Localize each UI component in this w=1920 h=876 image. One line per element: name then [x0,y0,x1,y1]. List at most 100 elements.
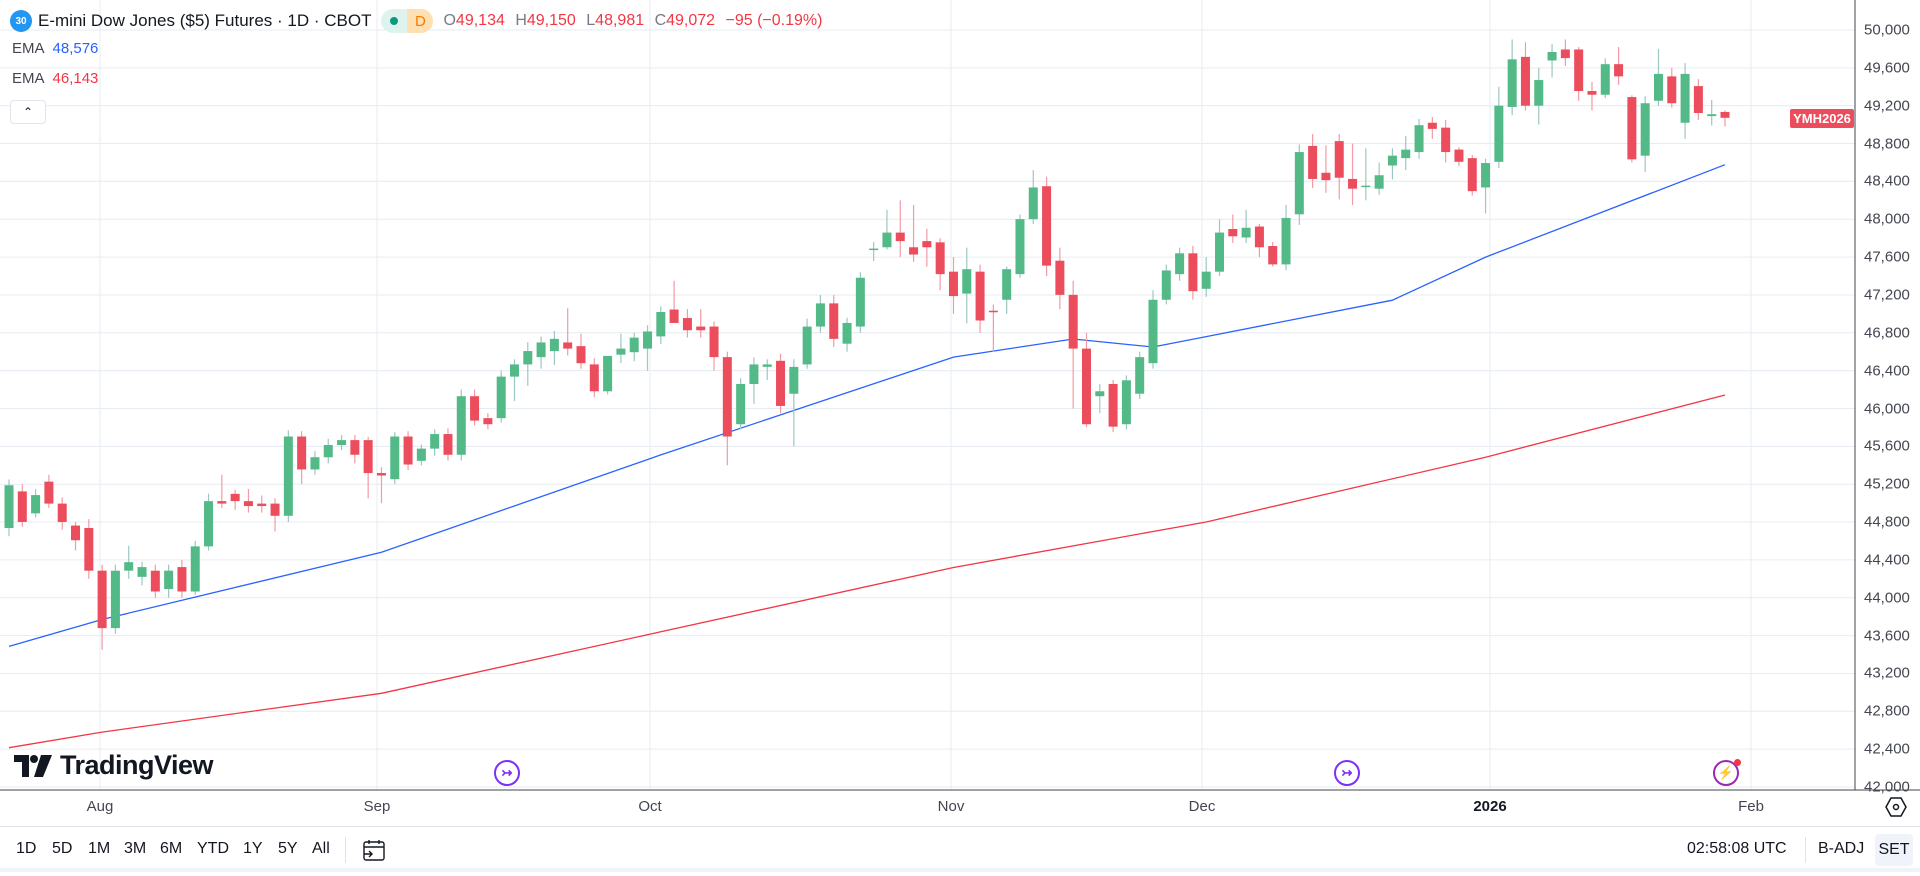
symbol-logo-badge: 30 [10,10,32,32]
candle-down [1667,76,1677,104]
indicator-ema-fast[interactable]: EMA 48,576 [12,40,98,57]
open-label: O [443,12,456,29]
candle-up [1015,219,1025,275]
chart-settings-icon[interactable] [1884,796,1908,818]
symbol-legend: 30 E-mini Dow Jones ($5) Futures · 1D · … [10,8,828,34]
tradingview-logo-icon [14,754,52,777]
candle-down [1693,86,1703,113]
indicator-value: 48,576 [52,40,99,57]
candle-down [470,396,480,421]
candle-down [350,440,360,455]
candle-down [1614,64,1624,77]
candle-up [1534,80,1544,106]
back-adjust-toggle[interactable]: B-ADJ [1818,840,1865,857]
go-to-date-calendar-icon[interactable] [362,838,386,867]
price-axis-label: 48,800 [1864,135,1910,153]
candle-up [31,495,41,514]
range-3m-button[interactable]: 3M [124,840,147,857]
candle-down [709,326,719,358]
tradingview-logo[interactable]: TradingView [14,750,214,781]
candle-up [1374,175,1384,189]
symbol-title[interactable]: E-mini Dow Jones ($5) Futures · 1D · CBO… [38,11,372,30]
candle-up [110,570,120,629]
candle-down [150,570,160,592]
candle-up [310,457,320,470]
range-5d-button[interactable]: 5D [52,840,73,857]
price-axis-label: 44,400 [1864,551,1910,569]
candle-up [736,383,746,425]
event-dividend-icon[interactable]: ↣ [1334,760,1360,786]
candle-down [217,501,227,504]
price-axis-label: 43,200 [1864,664,1910,682]
candle-down [1427,122,1437,129]
candle-up [815,303,825,327]
candle-down [895,232,905,242]
candle-up [1121,380,1131,425]
candle-up [509,364,519,377]
candle-down [363,440,373,474]
lightning-event-icon[interactable]: ⚡ [1713,759,1741,786]
candle-down [829,303,839,339]
notification-dot-icon [1734,759,1741,766]
candle-up [1175,253,1185,275]
candle-up [1215,232,1225,272]
candle-up [629,337,639,353]
candle-up [1294,152,1304,215]
candle-down [1228,228,1238,237]
clock-timezone[interactable]: 02:58:08 UTC [1687,840,1787,857]
candle-up [789,366,799,394]
range-1d-button[interactable]: 1D [16,840,37,857]
price-axis-label: 45,200 [1864,475,1910,493]
time-axis-label: Aug [86,798,114,815]
candle-up [1481,163,1491,188]
price-axis-label: 46,400 [1864,362,1910,380]
range-all-button[interactable]: All [312,840,330,857]
candle-up [1002,269,1012,300]
range-1m-button[interactable]: 1M [88,840,111,857]
collapse-legend-button[interactable]: ⌃ [10,100,46,124]
candle-down [443,434,453,455]
candle-up [1507,59,1517,107]
price-axis-label: 42,000 [1864,778,1910,796]
toolbar-divider [345,837,346,863]
candle-up [496,376,506,419]
market-status-badge[interactable]: D [381,9,434,33]
range-6m-button[interactable]: 6M [160,840,183,857]
range-ytd-button[interactable]: YTD [197,840,229,857]
candle-down [1520,56,1530,106]
candle-down [1188,253,1198,292]
candle-up [323,445,333,458]
price-axis-label: 46,000 [1864,400,1910,417]
candle-down [230,493,240,502]
candle-up [603,355,613,392]
candle-down [483,418,493,425]
candle-down [243,501,253,507]
range-5y-button[interactable]: 5Y [278,840,298,857]
candle-down [696,326,706,331]
candle-up [1201,271,1211,289]
price-axis-label: 47,200 [1864,286,1910,304]
candle-down [257,503,267,507]
event-dividend-icon[interactable]: ↣ [494,760,520,786]
candle-up [656,311,666,337]
range-1y-button[interactable]: 1Y [243,840,263,857]
price-axis-label: 43,600 [1864,627,1910,645]
open-value: 49,134 [455,12,505,29]
candle-down [948,271,958,297]
logo-text: TradingView [60,750,214,780]
indicator-value: 46,143 [52,70,99,87]
time-axis-label: Oct [638,798,662,815]
candle-down [988,310,998,313]
candle-down [84,528,94,571]
change-value: −95 (−0.19%) [725,12,823,29]
candle-down [1627,97,1637,160]
settlement-toggle[interactable]: SET [1875,834,1913,866]
chevron-up-icon: ⌃ [22,105,34,119]
candle-up [882,232,892,248]
indicator-ema-slow[interactable]: EMA 46,143 [12,70,98,87]
candle-up [1281,217,1291,265]
candle-up [1148,299,1158,364]
price-axis-label: 50,000 [1864,21,1910,39]
candle-down [563,342,573,349]
